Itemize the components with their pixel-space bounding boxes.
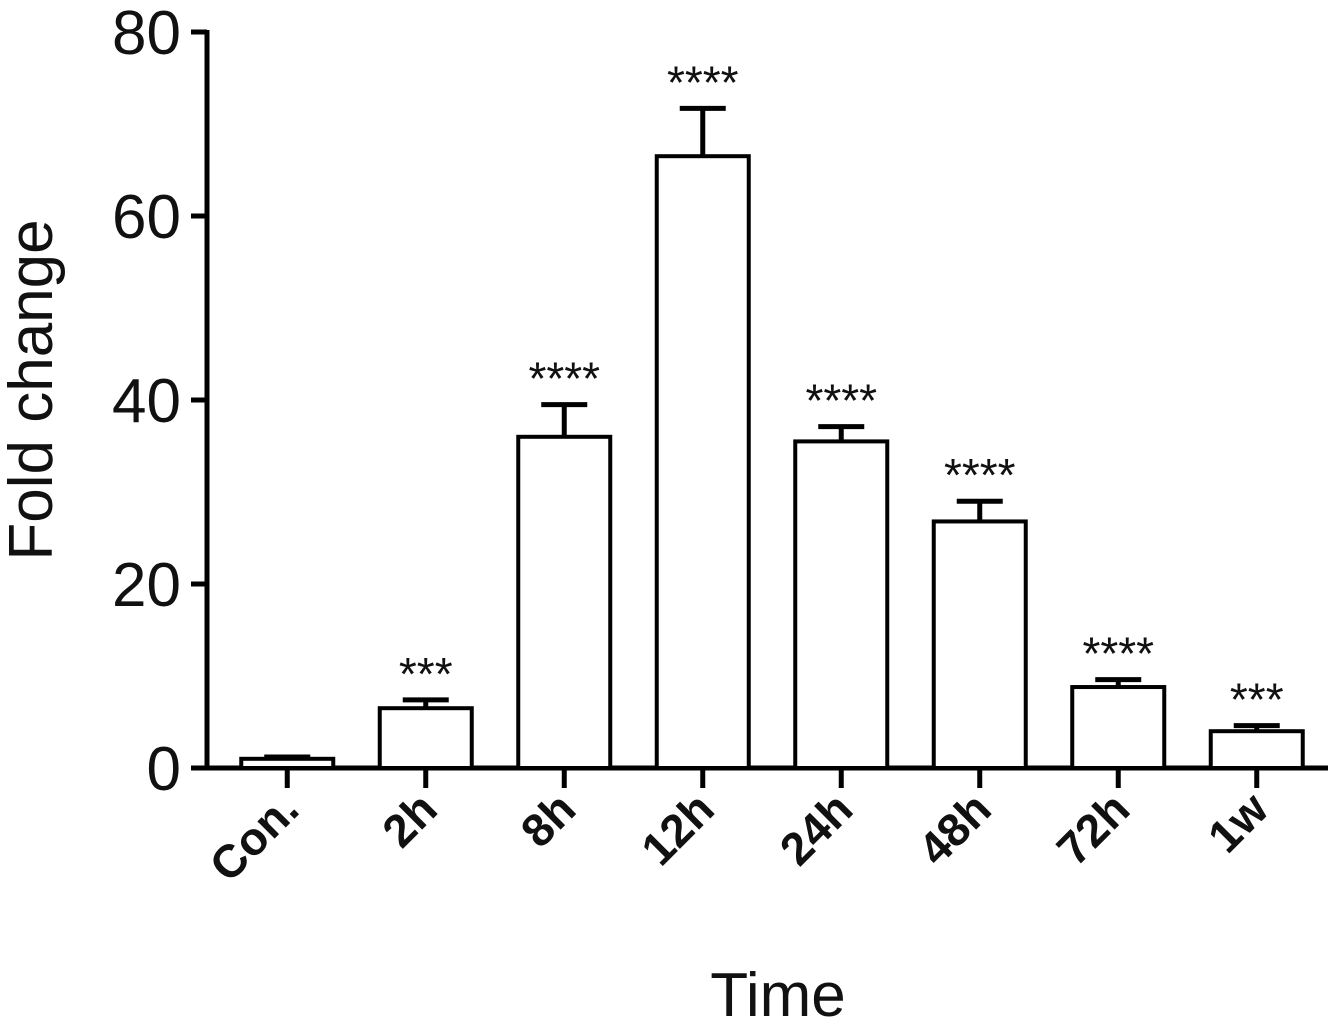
significance-label: **** xyxy=(667,56,739,108)
y-tick-label: 60 xyxy=(112,183,181,252)
y-tick-label: 80 xyxy=(112,0,181,68)
x-tick-label: 2h xyxy=(372,782,447,857)
significance-label: **** xyxy=(1082,628,1154,680)
x-tick-label: 12h xyxy=(631,782,724,875)
bar xyxy=(1070,685,1167,770)
bar xyxy=(1208,729,1305,771)
x-axis-title: Time xyxy=(710,961,845,1026)
bar xyxy=(793,439,890,770)
x-tick-label: 24h xyxy=(770,782,863,875)
x-tick-label: 48h xyxy=(908,782,1001,875)
y-axis: 0 20 40 60 80 xyxy=(112,0,210,804)
bar xyxy=(239,756,336,770)
x-axis xyxy=(205,765,1328,788)
error-bars-group xyxy=(264,105,1280,760)
significance-label: **** xyxy=(528,353,600,405)
y-tick-label: 0 xyxy=(147,735,181,804)
x-tick-label: Con. xyxy=(199,782,308,891)
significance-group: ************************** xyxy=(399,56,1284,725)
bar xyxy=(931,519,1028,770)
significance-label: *** xyxy=(399,648,453,700)
significance-label: **** xyxy=(944,449,1016,501)
x-tick-label: 72h xyxy=(1047,782,1140,875)
x-tick-label: 8h xyxy=(511,782,586,857)
significance-label: **** xyxy=(805,375,877,427)
x-tick-labels: Con. 2h 8h 12h 24h 48h 72h 1w xyxy=(199,782,1278,891)
significance-label: *** xyxy=(1230,674,1284,726)
bar xyxy=(654,154,751,770)
y-axis-title: Fold change xyxy=(0,219,66,560)
bar xyxy=(377,706,474,771)
y-tick-label: 20 xyxy=(112,551,181,620)
y-tick-label: 40 xyxy=(112,367,181,436)
x-tick-label: 1w xyxy=(1198,782,1278,862)
bar xyxy=(516,434,613,770)
